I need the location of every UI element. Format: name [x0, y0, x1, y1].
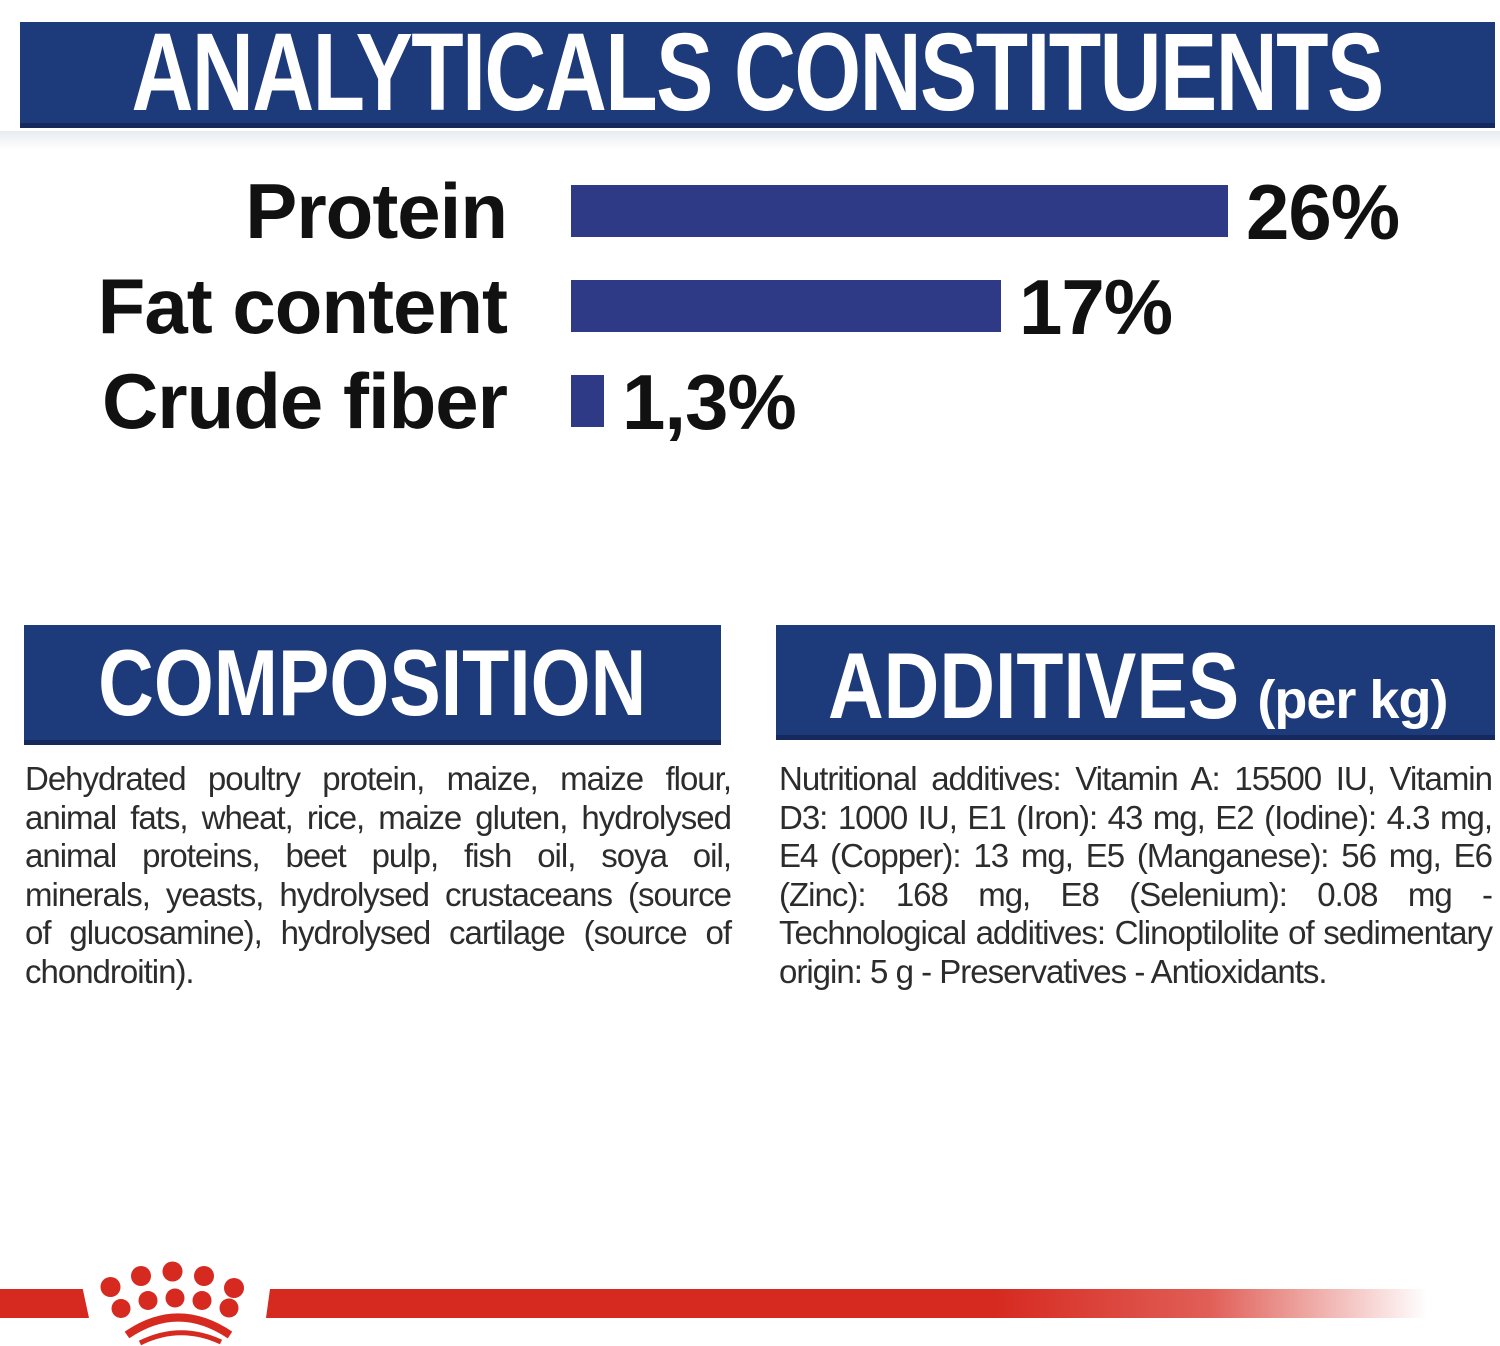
chart-bar — [571, 280, 1001, 332]
chart-bar — [571, 375, 604, 427]
composition-banner: COMPOSITION — [24, 625, 721, 745]
constituents-bar-chart: Protein 26% Fat content 17% Crude fiber 1,3% — [0, 0, 1500, 470]
additives-title: ADDITIVES — [828, 633, 1240, 738]
chart-category-label: Protein — [245, 167, 508, 255]
chart-row: Protein 26% — [0, 167, 1500, 256]
additives-title-suffix: (per kg) — [1257, 670, 1448, 730]
chart-category-label: Crude fiber — [101, 357, 508, 445]
chart-bar — [571, 185, 1228, 237]
composition-title: COMPOSITION — [98, 629, 647, 735]
additives-banner: ADDITIVES (per kg) — [776, 625, 1495, 740]
composition-text: Dehydrated poultry protein, maize, maize… — [25, 760, 732, 990]
royal-canin-crown-icon — [100, 1261, 244, 1346]
analyticals-header-banner: ANALYTICALS CONSTITUENTS — [20, 11, 1495, 134]
chart-value-label: 17% — [1019, 263, 1173, 351]
chart-row: Crude fiber 1,3% — [0, 357, 1500, 446]
additives-text: Nutritional additives: Vitamin A: 15500 … — [779, 760, 1493, 990]
analyticals-title: ANALYTICALS CONSTITUENTS — [131, 11, 1385, 134]
chart-value-label: 1,3% — [622, 358, 797, 446]
chart-category-label: Fat content — [97, 262, 508, 350]
chart-value-label: 26% — [1246, 168, 1400, 256]
banner-shadow — [0, 131, 1500, 151]
chart-row: Fat content 17% — [0, 262, 1500, 351]
red-ribbon-right — [266, 1289, 1476, 1318]
red-ribbon-left — [0, 1289, 89, 1318]
